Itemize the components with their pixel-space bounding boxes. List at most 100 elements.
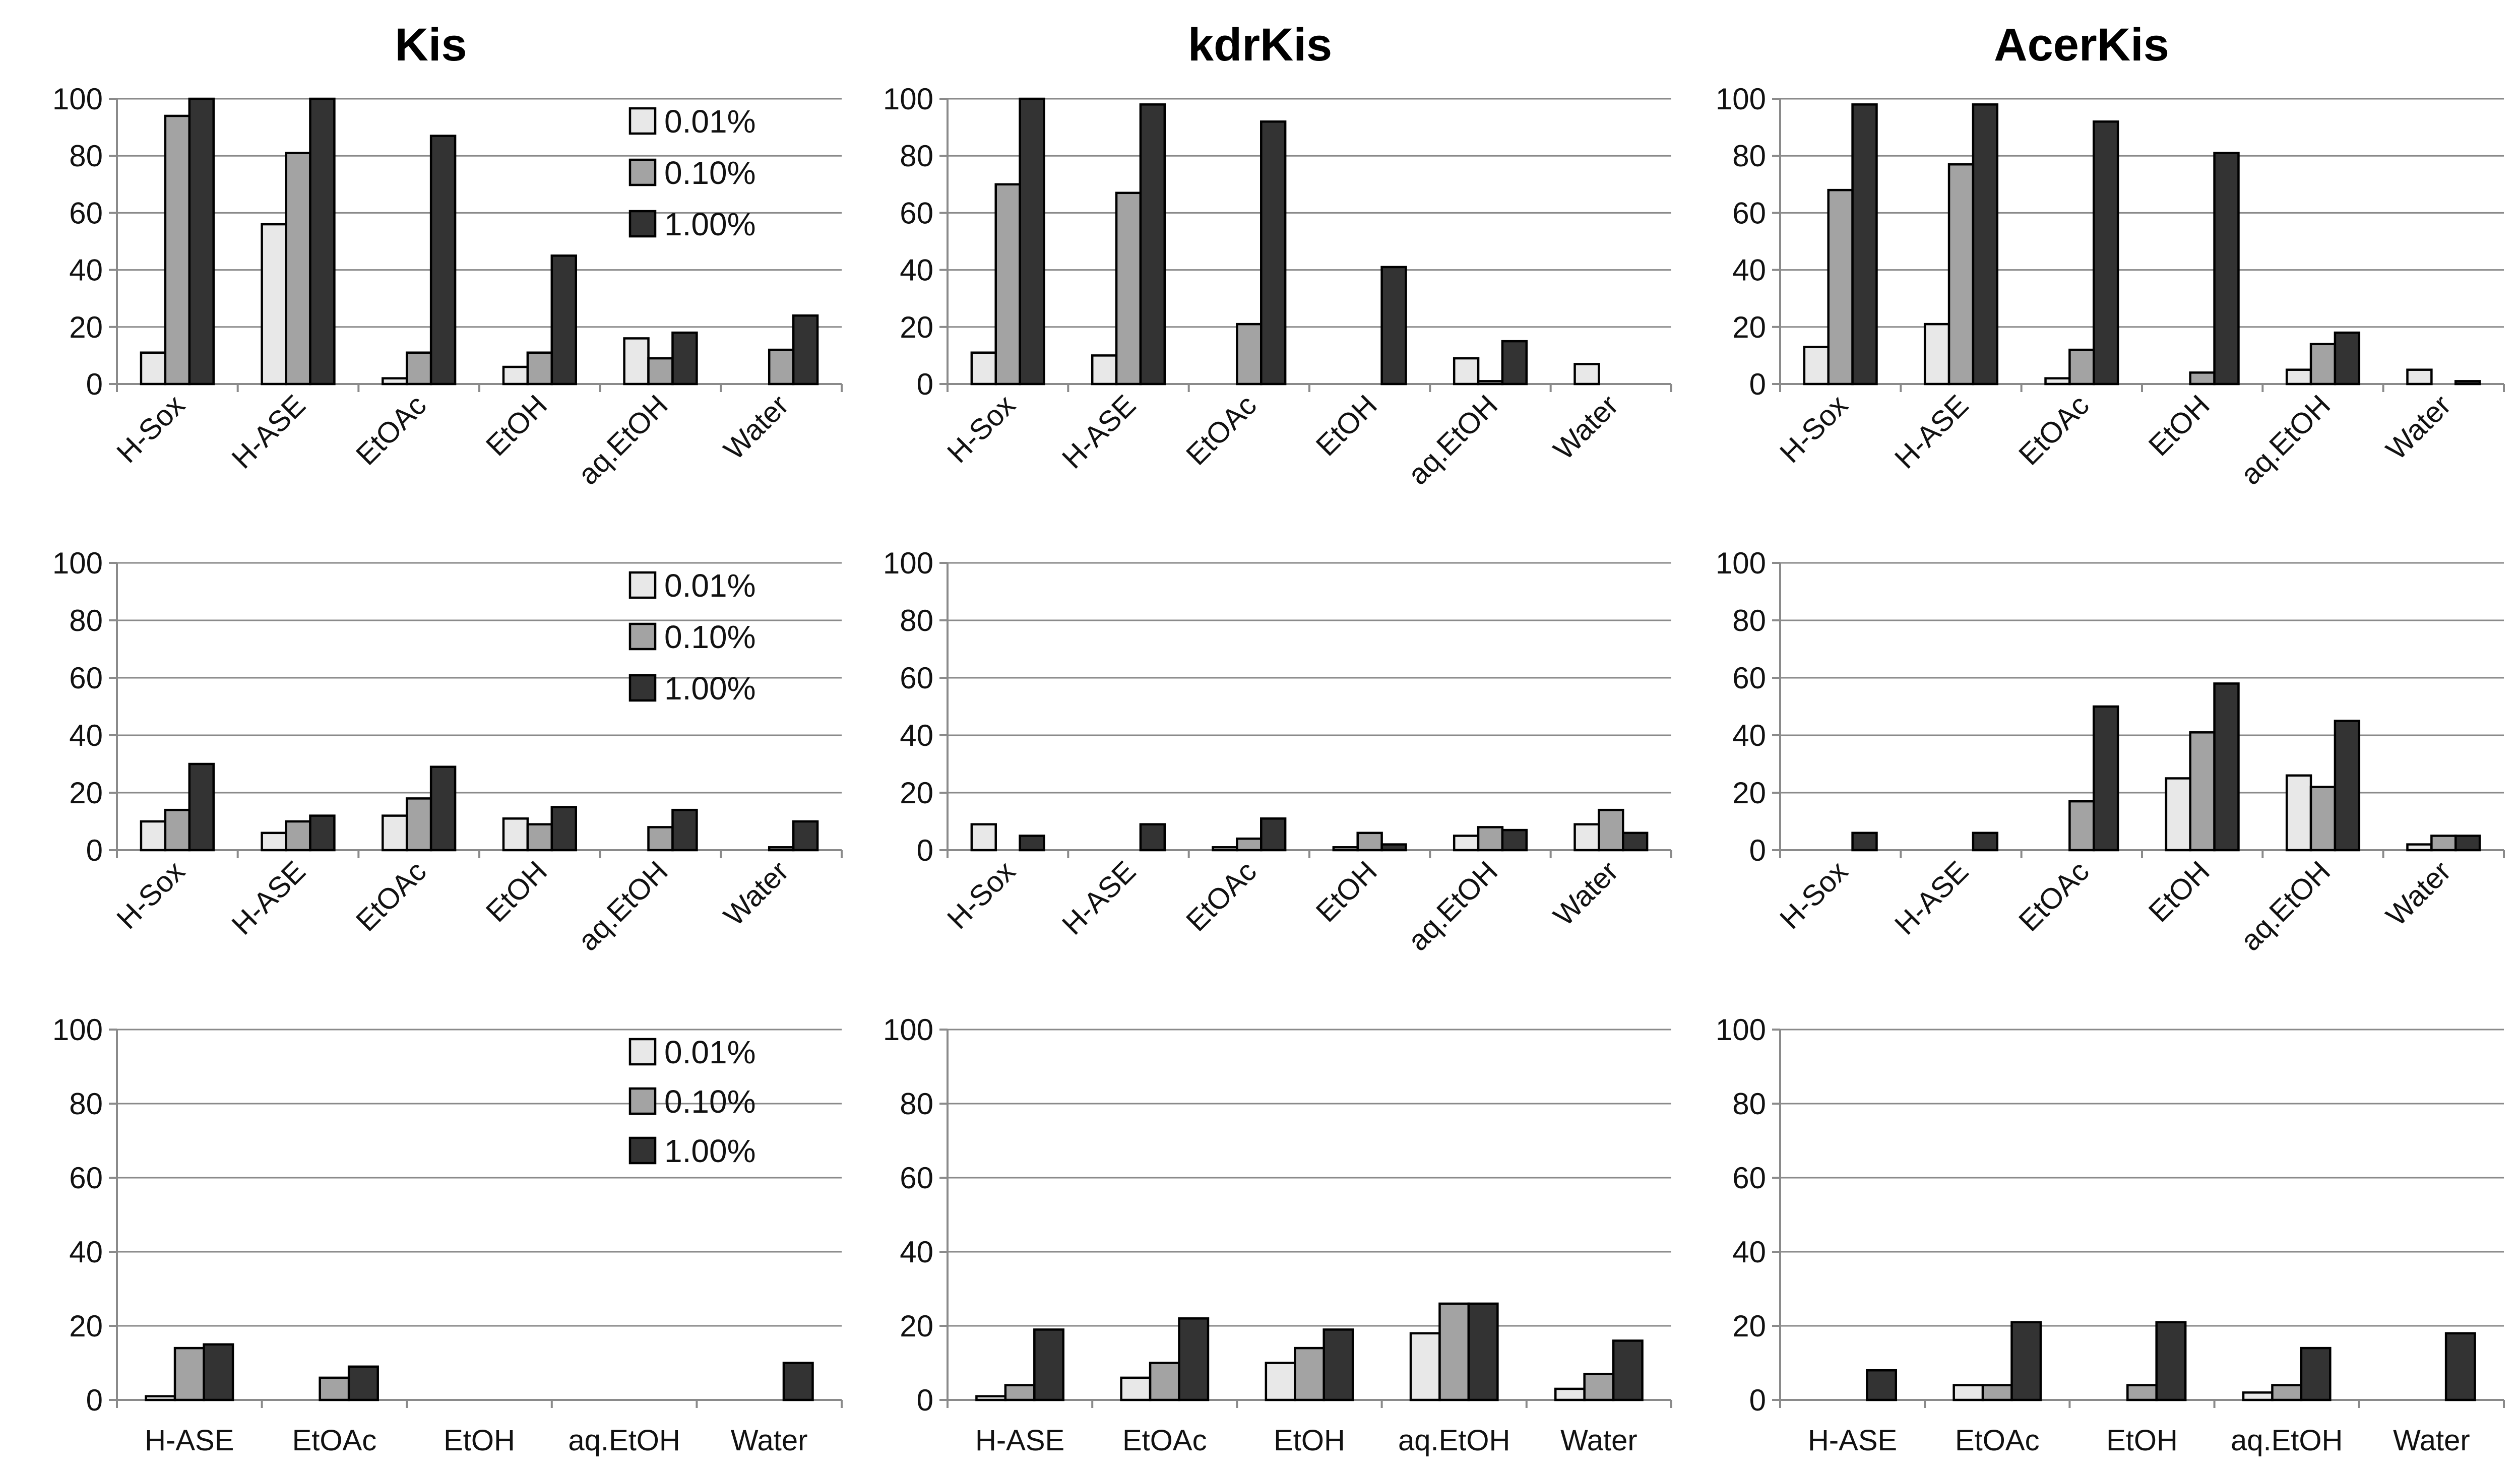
bar-010-h-sox bbox=[164, 808, 191, 852]
x-tick-label: Water bbox=[718, 389, 795, 466]
x-tick-label: Water bbox=[1560, 1424, 1637, 1457]
bar-001-h-sox bbox=[140, 820, 167, 852]
y-tick-label: 60 bbox=[900, 661, 933, 695]
bar-010-aqetoh bbox=[2309, 343, 2337, 386]
bar-010-aqetoh bbox=[1477, 380, 1504, 386]
bar-100-h-ase bbox=[1139, 103, 1166, 386]
legend-swatch bbox=[628, 674, 657, 702]
bar-100-h-sox bbox=[188, 97, 215, 386]
x-tick-label: aq.EtOH bbox=[2234, 389, 2337, 491]
bar-010-aqetoh bbox=[1438, 1302, 1470, 1401]
y-tick-label: 80 bbox=[1732, 604, 1766, 637]
bar-010-water bbox=[768, 846, 795, 852]
bar-100-etoac bbox=[429, 135, 457, 386]
y-tick-label: 60 bbox=[69, 1161, 103, 1195]
bar-100-etoh bbox=[2213, 152, 2240, 386]
y-tick-label: 40 bbox=[69, 719, 103, 752]
bar-100-h-ase bbox=[1972, 103, 1999, 386]
bar-100-etoh bbox=[550, 254, 577, 386]
x-tick-label: EtOAc bbox=[1180, 389, 1263, 471]
bar-100-water bbox=[792, 314, 819, 386]
x-tick-label: aq.EtOH bbox=[572, 855, 674, 957]
bar-100-etoac bbox=[1260, 120, 1287, 386]
chart-title: Kis bbox=[395, 19, 467, 71]
bar-001-aqetoh bbox=[623, 337, 650, 386]
y-tick-label: 100 bbox=[1716, 546, 1766, 580]
x-tick-label: EtOH bbox=[2143, 389, 2216, 462]
bar-001-etoh bbox=[502, 365, 529, 386]
y-tick-label: 100 bbox=[1716, 82, 1766, 116]
x-tick-label: EtOAc bbox=[1955, 1424, 2040, 1457]
legend-swatch bbox=[628, 1136, 657, 1165]
x-tick-label: Water bbox=[2380, 389, 2458, 466]
chart-panel-7: 0 20 40 60 80 100 H-ASE EtOAc EtOH aq.EtOH Water 0.… bbox=[52, 1013, 843, 1457]
y-tick-label: 40 bbox=[69, 1235, 103, 1269]
y-tick-label: 40 bbox=[1732, 719, 1766, 752]
y-tick-label: 60 bbox=[69, 196, 103, 230]
x-tick-label: H-ASE bbox=[1808, 1424, 1897, 1457]
y-tick-label: 20 bbox=[1732, 776, 1766, 810]
y-tick-label: 60 bbox=[1732, 661, 1766, 695]
legend-swatch bbox=[628, 571, 657, 599]
chart-title: kdrKis bbox=[1188, 19, 1332, 71]
bar-100-aqetoh bbox=[2334, 720, 2361, 852]
legend-swatch bbox=[628, 1087, 657, 1115]
x-tick-label: EtOAc bbox=[292, 1424, 377, 1457]
y-tick-label: 60 bbox=[1732, 1161, 1766, 1195]
bar-100-aqetoh bbox=[1501, 828, 1528, 852]
y-tick-label: 100 bbox=[883, 82, 933, 116]
bar-001-h-sox bbox=[1803, 346, 1830, 386]
bar-100-water bbox=[2454, 380, 2481, 386]
y-tick-label: 60 bbox=[1732, 196, 1766, 230]
chart-panel-2: kdrKis 0 20 40 60 80 100 H-Sox H-ASE EtOAc EtOH aq.… bbox=[883, 19, 1672, 491]
x-tick-label: Water bbox=[731, 1424, 808, 1457]
bar-010-etoh bbox=[2126, 1384, 2158, 1401]
x-tick-label: aq.EtOH bbox=[1398, 1424, 1510, 1457]
x-tick-label: EtOH bbox=[1274, 1424, 1345, 1457]
bar-001-aqetoh bbox=[2285, 774, 2312, 852]
bar-100-etoac bbox=[2010, 1321, 2042, 1401]
y-tick-label: 40 bbox=[1732, 253, 1766, 287]
x-tick-label: EtOH bbox=[444, 1424, 515, 1457]
bar-100-h-ase bbox=[1972, 832, 1999, 852]
legend-label: 0.10% bbox=[664, 619, 755, 655]
bar-100-etoh bbox=[2155, 1321, 2187, 1401]
x-tick-label: H-ASE bbox=[1888, 389, 1975, 475]
bar-001-water bbox=[1573, 363, 1600, 386]
y-tick-label: 100 bbox=[883, 1013, 933, 1047]
bar-001-h-sox bbox=[970, 351, 997, 386]
bar-100-etoac bbox=[347, 1365, 379, 1401]
bar-001-h-ase bbox=[975, 1395, 1007, 1401]
bar-001-etoac bbox=[1212, 846, 1238, 852]
legend-label: 0.10% bbox=[664, 1083, 755, 1120]
chart-panel-8: 0 20 40 60 80 100 H-ASE EtOAc EtOH aq.EtOH Water bbox=[883, 1013, 1672, 1457]
y-tick-label: 20 bbox=[900, 1309, 933, 1343]
y-tick-label: 40 bbox=[900, 253, 933, 287]
x-tick-label: EtOH bbox=[2106, 1424, 2178, 1457]
y-tick-label: 20 bbox=[1732, 1309, 1766, 1343]
bar-100-h-ase bbox=[309, 814, 336, 852]
bar-010-h-sox bbox=[1827, 188, 1854, 386]
y-tick-label: 40 bbox=[900, 1235, 933, 1269]
x-tick-label: H-Sox bbox=[110, 389, 191, 469]
bar-001-aqetoh bbox=[2242, 1391, 2274, 1401]
y-tick-label: 0 bbox=[86, 834, 103, 867]
bar-100-h-ase bbox=[203, 1343, 234, 1401]
bar-001-water bbox=[2406, 368, 2433, 386]
bar-010-h-ase bbox=[285, 820, 311, 852]
x-tick-label: EtOAc bbox=[2012, 855, 2095, 937]
bar-001-h-sox bbox=[970, 823, 997, 852]
x-tick-label: H-ASE bbox=[225, 389, 311, 475]
bar-010-aqetoh bbox=[647, 357, 674, 386]
bar-001-etoac bbox=[1120, 1376, 1152, 1401]
bar-010-etoac bbox=[1236, 323, 1263, 386]
x-tick-label: EtOAc bbox=[350, 855, 432, 937]
bar-100-h-ase bbox=[309, 97, 336, 386]
bar-001-water bbox=[1573, 823, 1600, 852]
bar-010-water bbox=[1583, 1373, 1615, 1401]
y-tick-label: 60 bbox=[900, 1161, 933, 1195]
bar-001-etoh bbox=[502, 817, 529, 852]
y-tick-label: 80 bbox=[900, 1087, 933, 1121]
bar-100-h-sox bbox=[1851, 832, 1878, 852]
